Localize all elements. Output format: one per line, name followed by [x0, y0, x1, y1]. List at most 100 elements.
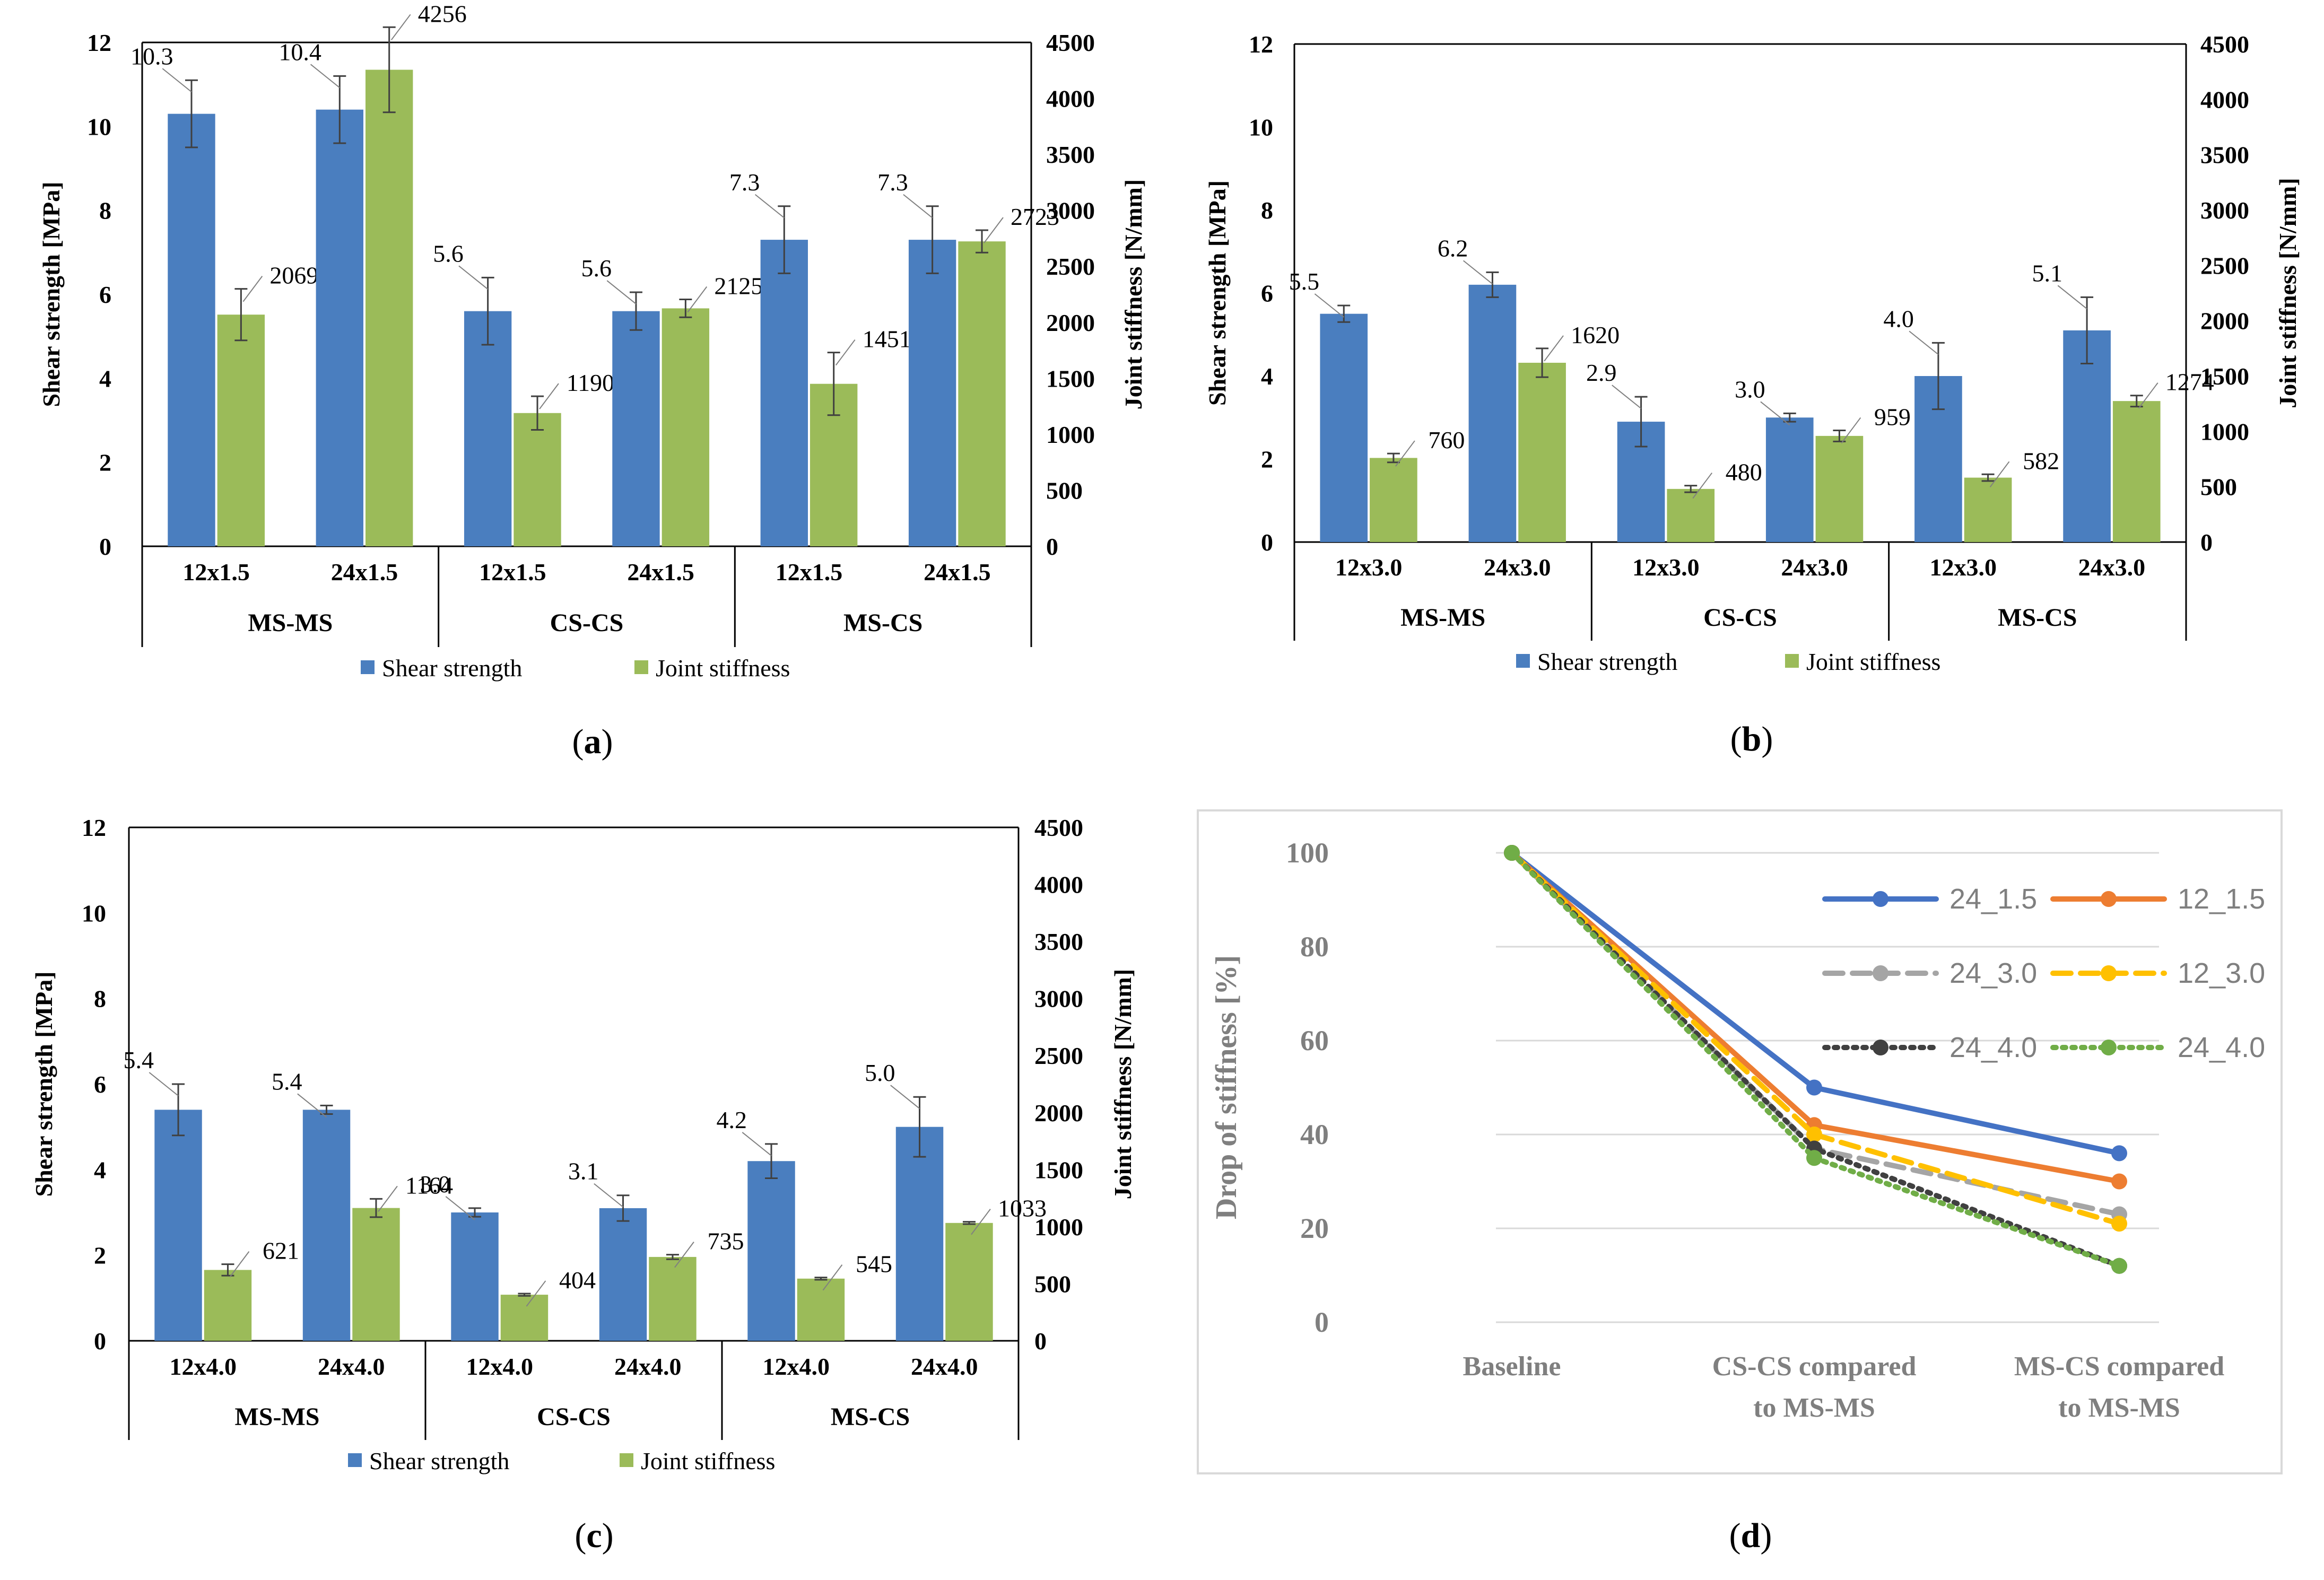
data-label-leader: [1314, 293, 1344, 318]
data-label-stiffness: 480: [1726, 459, 1762, 486]
bar-shear-strength: [1320, 313, 1368, 542]
group-label: CS-CS: [537, 1403, 611, 1431]
panel-label-open: (: [1730, 720, 1742, 758]
data-label-stiffness: 1190: [567, 369, 614, 396]
group-label: MS-MS: [235, 1403, 320, 1431]
legend-swatch-shear: [361, 660, 375, 674]
y-tick-label: 12: [87, 29, 111, 56]
x-tick-label: 12x3.0: [1930, 554, 1997, 581]
bar-shear-strength: [168, 114, 215, 547]
legend-label-stiffness: Joint stiffness: [1806, 648, 1940, 675]
y-axis-label: Drop of stiffness [%]: [1210, 955, 1243, 1219]
bar-joint-stiffness: [1370, 458, 1417, 542]
y2-tick-label: 0: [1046, 533, 1058, 560]
y-tick-label: 100: [1286, 837, 1329, 869]
y-tick-label: 10: [1249, 114, 1273, 141]
data-label-leader: [162, 68, 192, 93]
y2-axis-label: Joint stiffness [N/mm]: [2274, 178, 2301, 408]
y2-tick-label: 2000: [1046, 309, 1095, 336]
data-label-leader: [1463, 260, 1493, 285]
bar-shear-strength: [747, 1161, 795, 1341]
data-label-shear: 3.0: [420, 1171, 451, 1198]
data-label-stiffness: 959: [1874, 403, 1911, 430]
data-label-leader: [526, 1280, 546, 1307]
y-tick-label: 8: [99, 197, 111, 224]
bar-joint-stiffness: [1667, 488, 1715, 542]
data-label-leader: [539, 383, 559, 409]
data-label-stiffness: 2069: [269, 262, 318, 289]
legend-swatch-stiffness: [1785, 654, 1799, 668]
data-label-shear: 3.0: [1735, 376, 1765, 403]
data-label-shear: 5.1: [2032, 259, 2063, 286]
y2-tick-label: 3500: [2200, 142, 2249, 169]
series-point: [1806, 1079, 1822, 1096]
data-label-leader: [149, 1072, 179, 1096]
data-label-leader: [594, 1183, 624, 1208]
bar-shear-strength: [612, 311, 660, 546]
y-axis-label: Shear strength [MPa]: [1204, 180, 1231, 406]
x-tick-label: 24x3.0: [2078, 554, 2146, 581]
y-tick-label: 0: [94, 1328, 106, 1355]
panel-label-open: (: [572, 722, 584, 761]
y-tick-label: 80: [1300, 931, 1329, 963]
x-tick-label: 12x3.0: [1335, 554, 1403, 581]
x-tick-label: MS-CS compared: [2014, 1351, 2224, 1382]
legend-label: 24_4.0: [2178, 1032, 2265, 1063]
line-chart-panel-d: 0 20 40 60 80 100 Drop of stiffness [%] Baselin…: [1197, 809, 2283, 1555]
legend-label-stiffness: Joint stiffness: [641, 1447, 775, 1474]
series-point: [2111, 1145, 2127, 1162]
chart-frame: [1197, 809, 2283, 1474]
data-label-leader: [445, 1196, 475, 1220]
y-tick-label: 2: [94, 1242, 106, 1269]
y-tick-label: 0: [99, 533, 111, 560]
data-label-shear: 5.5: [1289, 268, 1320, 295]
bar-joint-stiffness: [204, 1270, 252, 1341]
series-point: [2111, 1216, 2127, 1232]
data-label-leader: [606, 280, 637, 304]
bar-joint-stiffness: [1518, 362, 1566, 542]
y2-tick-label: 4000: [1046, 85, 1095, 112]
y2-tick-label: 3500: [1034, 928, 1083, 955]
y2-tick-label: 3000: [1034, 985, 1083, 1012]
data-label-leader: [1989, 461, 2010, 487]
x-tick-label: to MS-MS: [1753, 1393, 1875, 1423]
y2-tick-label: 3500: [1046, 141, 1095, 168]
y2-tick-label: 4500: [1034, 814, 1083, 841]
bar-joint-stiffness: [797, 1278, 845, 1341]
legend-marker: [2101, 965, 2117, 981]
y2-tick-label: 0: [1034, 1328, 1047, 1355]
bar-joint-stiffness: [2112, 401, 2161, 542]
series-point: [1806, 1127, 1822, 1142]
data-label-leader: [1612, 385, 1642, 409]
legend-swatch-stiffness: [634, 660, 648, 674]
y-tick-label: 0: [1261, 529, 1273, 556]
x-tick-label: 12x1.5: [776, 558, 843, 586]
data-label-stiffness: 2723: [1011, 203, 1059, 230]
y2-tick-label: 2000: [1034, 1099, 1083, 1127]
data-label-shear: 5.0: [865, 1059, 895, 1086]
y-tick-label: 60: [1300, 1025, 1329, 1057]
bar-shear-strength: [1765, 417, 1814, 542]
y2-tick-label: 0: [2200, 529, 2213, 556]
panel-label-close: ): [1760, 1516, 1772, 1555]
data-label-stiffness: 621: [263, 1237, 299, 1264]
series-point: [2111, 1173, 2127, 1190]
y2-tick-label: 1500: [1034, 1156, 1083, 1183]
bar-joint-stiffness: [661, 308, 710, 546]
bar-shear-strength: [302, 1110, 351, 1341]
data-label-shear: 2.9: [1586, 359, 1617, 386]
data-label-shear: 5.4: [124, 1046, 154, 1073]
legend-marker: [1873, 965, 1888, 981]
x-tick-label: 24x4.0: [318, 1353, 385, 1380]
y2-tick-label: 1500: [2200, 363, 2249, 390]
bar-shear-strength: [316, 109, 363, 546]
data-label-shear: 7.3: [877, 169, 908, 196]
legend-label-shear: Shear strength: [382, 654, 522, 682]
data-label-leader: [297, 1093, 327, 1118]
bar-joint-stiffness: [500, 1295, 549, 1341]
y2-axis-label: Joint stiffness [N/mm]: [1109, 969, 1136, 1199]
series-point: [2111, 1258, 2127, 1274]
x-tick-label: 12x1.5: [479, 558, 546, 586]
series-point: [1806, 1150, 1822, 1166]
bar-shear-strength: [908, 240, 956, 546]
